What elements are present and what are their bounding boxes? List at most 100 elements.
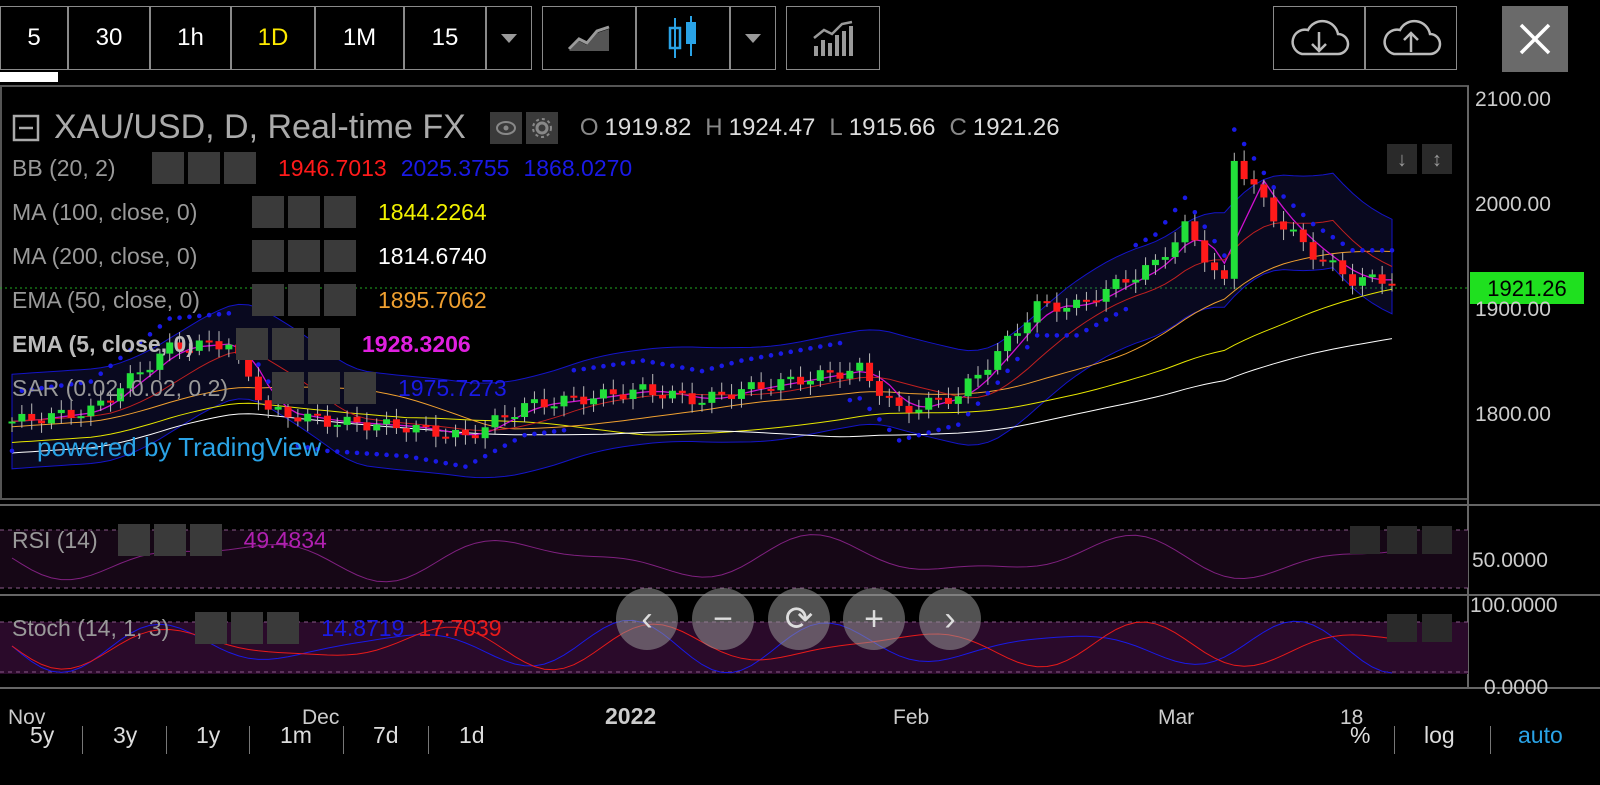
gear-icon[interactable] [288, 284, 320, 316]
eye-icon[interactable] [117, 524, 150, 556]
scale-percent-button[interactable]: % [1350, 722, 1371, 748]
gear-icon[interactable] [288, 196, 320, 228]
remove-icon[interactable] [324, 196, 356, 228]
sar-dot [748, 356, 754, 362]
zoom-out-button[interactable]: − [692, 588, 754, 650]
time-axis-label: Feb [893, 706, 929, 729]
scroll-down-button[interactable] [1387, 144, 1417, 174]
powered-by-link[interactable]: powered by TradingView [37, 432, 322, 462]
stoch-expand-button[interactable] [1422, 614, 1452, 642]
scroll-left-button[interactable]: ‹ [616, 588, 678, 650]
candle-body [1151, 259, 1159, 266]
candle-body [718, 391, 726, 395]
rsi-up-button[interactable] [1350, 526, 1380, 554]
stoch-label: Stoch (14, 1, 3) [12, 614, 170, 641]
candle-body [392, 419, 400, 429]
cloud-upload-button[interactable] [1365, 6, 1457, 70]
indicator-value: 2025.3755 [400, 154, 510, 181]
cloud-download-button[interactable] [1273, 6, 1365, 70]
sar-dot [295, 443, 301, 448]
eye-icon[interactable] [252, 284, 284, 316]
ohlc-close-label: C [949, 113, 967, 141]
scale-log-button[interactable]: log [1424, 722, 1455, 748]
range-1m-button[interactable]: 1m [280, 722, 312, 748]
candlestick-chart-button[interactable] [636, 6, 730, 70]
eye-icon[interactable] [236, 328, 268, 360]
remove-icon[interactable] [324, 284, 356, 316]
interval-dropdown-button[interactable] [486, 6, 532, 70]
eye-icon[interactable] [195, 612, 228, 644]
interval-1h-button[interactable]: 1h [150, 6, 231, 70]
range-7d-button[interactable]: 7d [373, 722, 399, 748]
sar-dot [108, 363, 113, 369]
rsi-down-button[interactable] [1387, 526, 1417, 554]
indicators-button[interactable] [786, 6, 880, 70]
collapse-icon[interactable] [12, 114, 40, 142]
eye-icon[interactable] [252, 196, 284, 228]
candle-body [944, 397, 952, 404]
sar-dot [1369, 248, 1375, 253]
chart-scroll-tab[interactable] [0, 72, 58, 82]
candle-body [343, 416, 351, 425]
remove-icon[interactable] [267, 612, 300, 644]
sar-dot [670, 363, 675, 369]
candle-body [984, 369, 992, 375]
interval-1m-button[interactable]: 1M [315, 6, 404, 70]
toolbar: 5 30 1h 1D 1M 15 [0, 0, 1600, 82]
candle-body [97, 400, 105, 406]
range-1y-button[interactable]: 1y [196, 722, 221, 748]
candle-body [47, 413, 55, 424]
gear-icon[interactable] [308, 372, 340, 404]
interval-1d-button[interactable]: 1D [231, 6, 315, 70]
sar-dot [49, 384, 54, 390]
sar-dot [857, 396, 863, 401]
gear-icon[interactable] [272, 328, 304, 360]
candle-body [708, 391, 716, 403]
eye-icon[interactable] [252, 240, 284, 272]
remove-icon[interactable] [224, 152, 256, 184]
range-5y-button[interactable]: 5y [30, 722, 55, 748]
sar-dot [1222, 253, 1227, 258]
sar-dot [827, 342, 833, 348]
sar-dot [1212, 238, 1217, 244]
rsi-expand-button[interactable] [1422, 526, 1452, 554]
candle-body [875, 381, 883, 396]
interval-30-button[interactable]: 30 [68, 6, 150, 70]
candle-body [599, 389, 607, 399]
range-1d-button[interactable]: 1d [459, 722, 485, 748]
eye-icon[interactable] [272, 372, 304, 404]
candle-body [511, 417, 519, 420]
gear-icon[interactable] [188, 152, 220, 184]
reset-button[interactable]: ⟳ [768, 588, 830, 650]
remove-icon[interactable] [308, 328, 340, 360]
remove-icon[interactable] [344, 372, 376, 404]
interval-15-button[interactable]: 15 [404, 6, 486, 70]
sar-dot [926, 430, 932, 435]
range-3y-button[interactable]: 3y [113, 722, 138, 748]
expand-button[interactable] [1422, 144, 1452, 174]
sar-dot [384, 452, 389, 458]
eye-icon[interactable] [152, 152, 184, 184]
remove-icon[interactable] [189, 524, 222, 556]
candle-body [264, 400, 272, 410]
close-button[interactable] [1502, 6, 1568, 72]
sar-dot [1389, 248, 1395, 253]
sar-dot [463, 464, 468, 469]
eye-icon[interactable] [489, 111, 522, 144]
gear-icon[interactable] [153, 524, 186, 556]
chart-type-dropdown-button[interactable] [730, 6, 776, 70]
gear-icon[interactable] [525, 111, 558, 144]
gear-icon[interactable] [288, 240, 320, 272]
stoch-up-button[interactable] [1387, 614, 1417, 642]
gear-icon[interactable] [231, 612, 264, 644]
remove-icon[interactable] [324, 240, 356, 272]
interval-5-button[interactable]: 5 [0, 6, 68, 70]
line-chart-button[interactable] [542, 6, 636, 70]
zoom-in-button[interactable]: + [843, 588, 905, 650]
candle-body [1230, 160, 1238, 279]
sar-dot [660, 361, 665, 367]
scroll-right-button[interactable]: › [919, 588, 981, 650]
scale-auto-button[interactable]: auto [1518, 722, 1563, 748]
sar-dot [1093, 322, 1099, 328]
candle-body [994, 351, 1002, 370]
